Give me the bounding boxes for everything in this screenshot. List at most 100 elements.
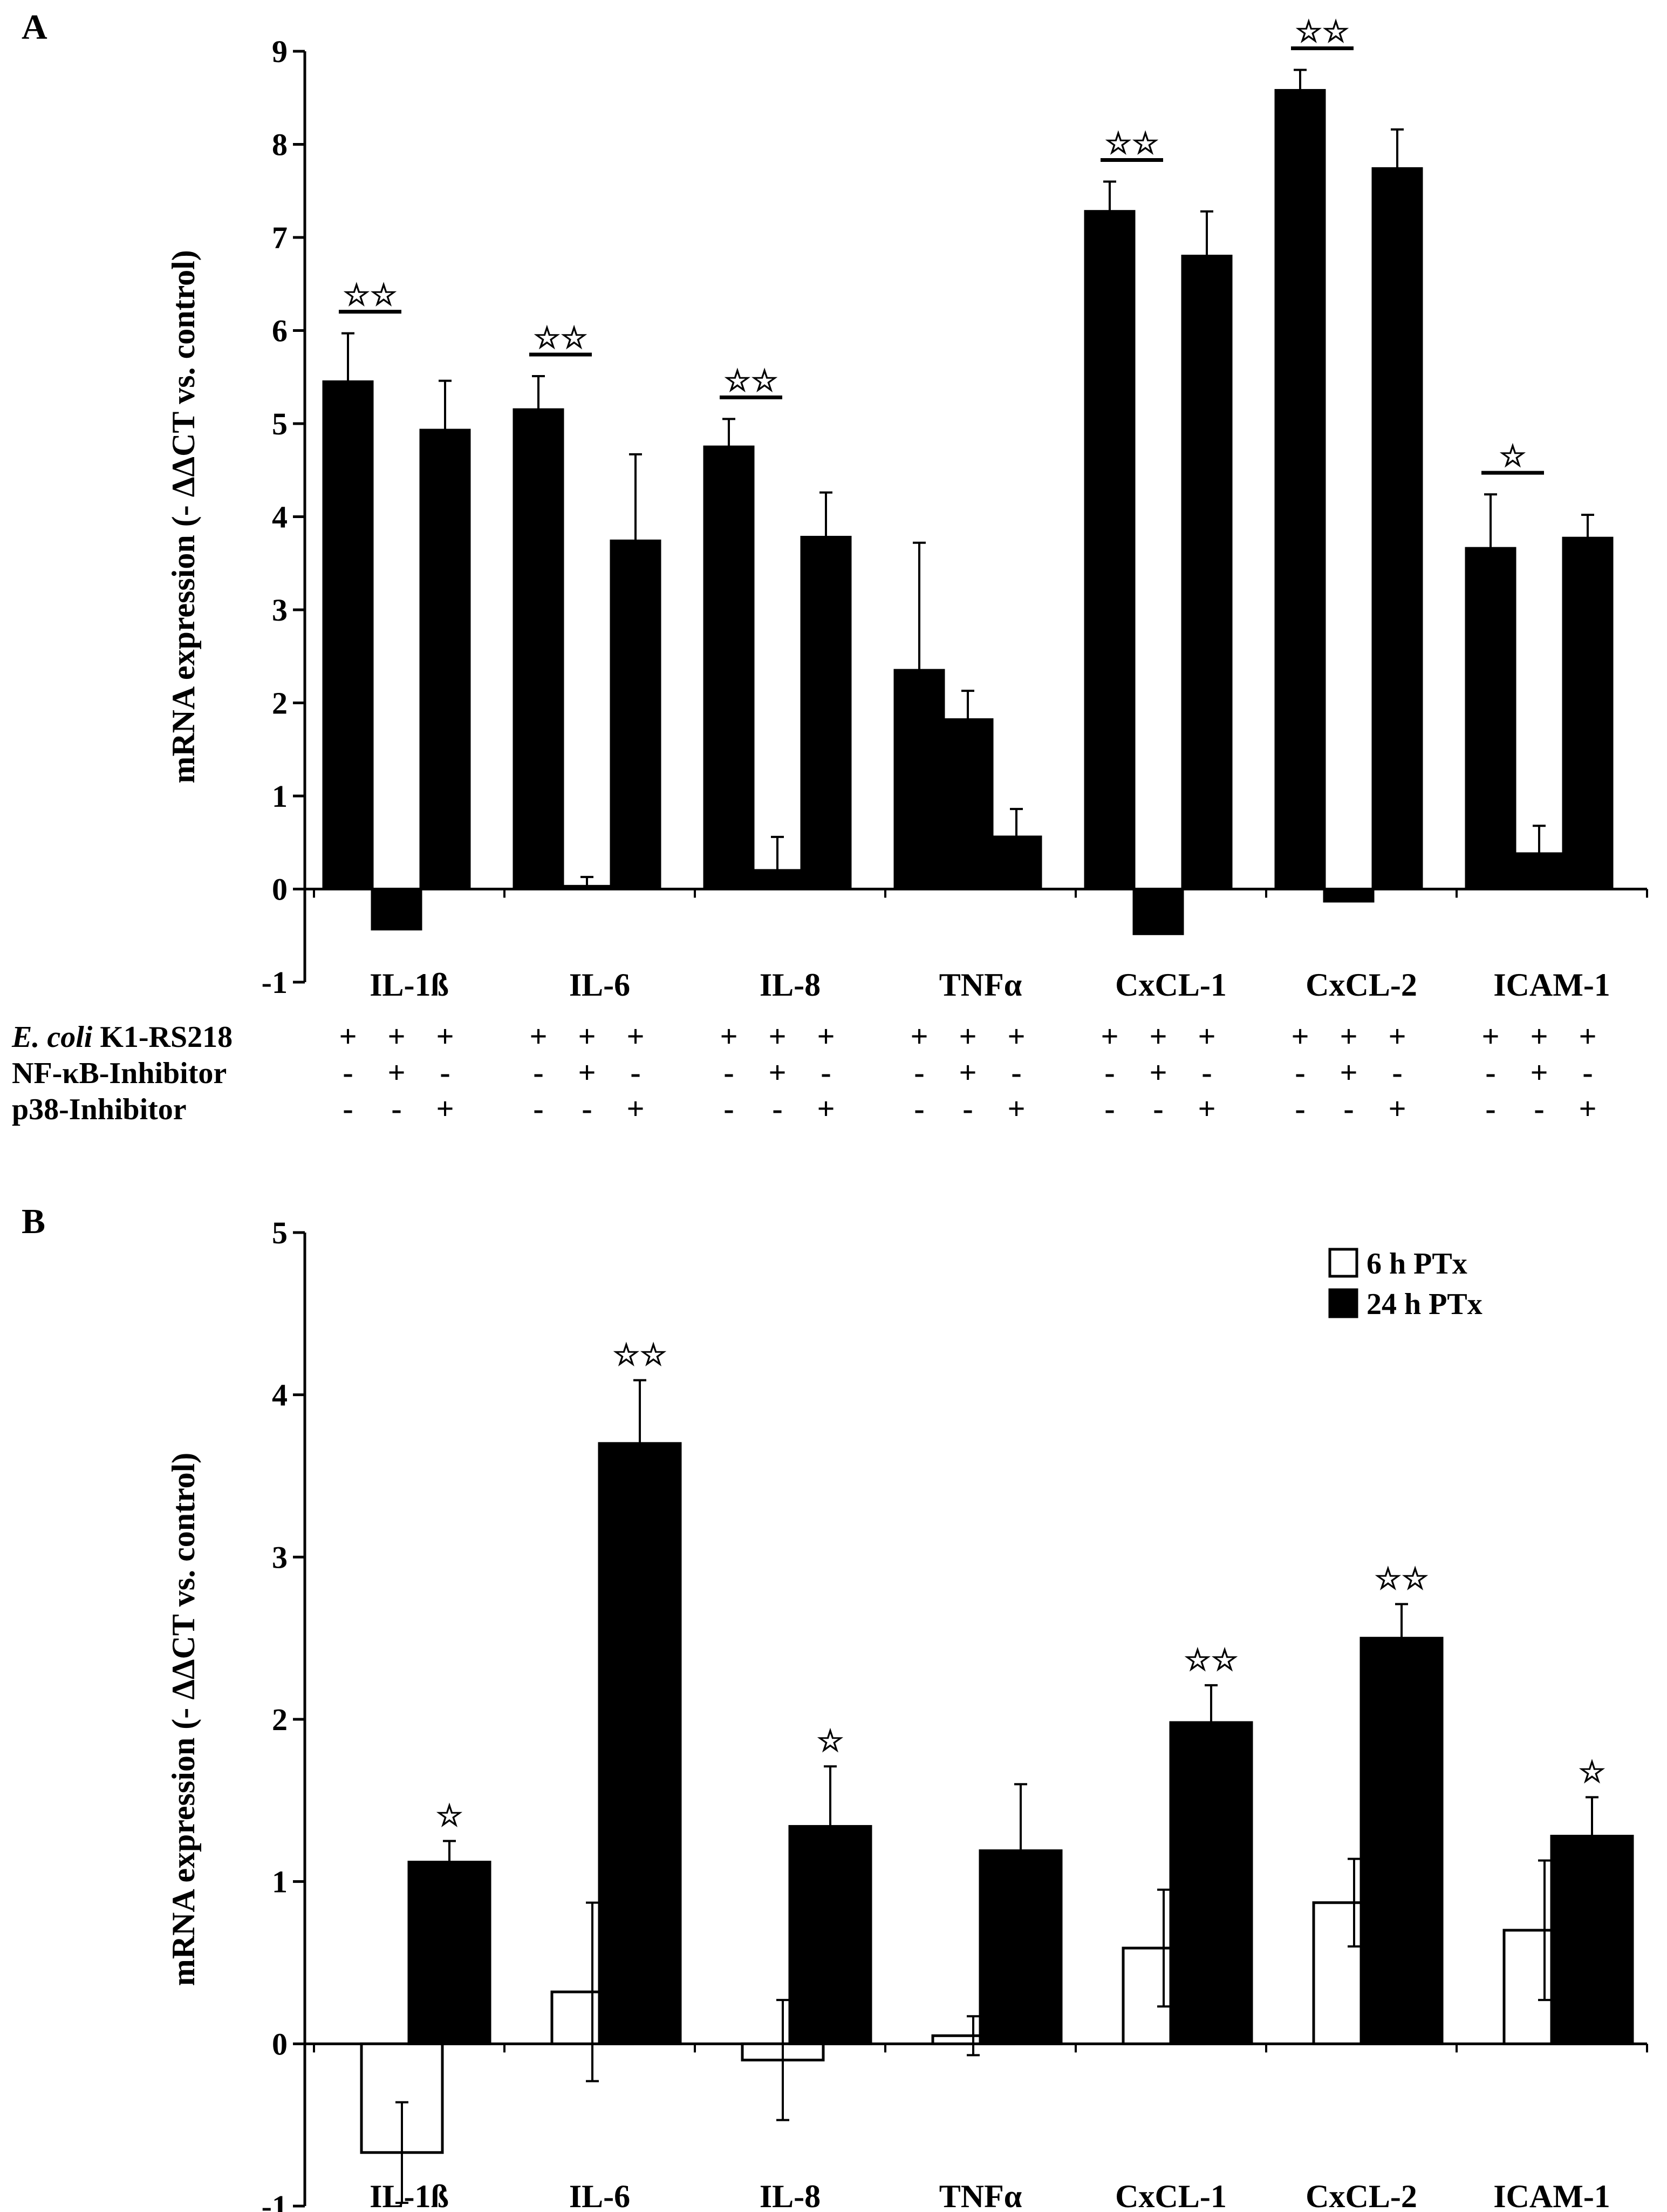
panel-b-legend-label-2: 24 h PTx <box>1367 1288 1482 1321</box>
panel-a-treatment-sign: - <box>1153 1091 1163 1126</box>
panel-b-bar-2 <box>1550 1834 1634 2045</box>
panel-a-treatment-sign: + <box>578 1055 596 1090</box>
panel-a-treatment-sign: - <box>391 1091 401 1126</box>
panel-b-category-label: IL-8 <box>760 2179 821 2212</box>
panel-a-significance-marker: ☆☆ <box>343 279 397 312</box>
panel-a-treatment-label-2: NF-κB-Inhibitor <box>12 1057 227 1090</box>
panel-a-bar-1 <box>322 380 374 890</box>
panel-b-significance-marker: ☆☆ <box>1375 1563 1429 1596</box>
panel-a-treatment-sign: + <box>768 1019 786 1054</box>
panel-a-treatment-sign: + <box>1388 1019 1406 1054</box>
panel-b-y-tick-label: 0 <box>272 2026 288 2061</box>
panel-b-y-tick-label: 1 <box>272 1864 288 1900</box>
panel-a-treatment-sign: + <box>1198 1091 1215 1126</box>
panel-a-y-tick-label: 0 <box>272 872 288 907</box>
panel-a-treatment-sign: + <box>817 1091 835 1126</box>
panel-a-treatment-sign: - <box>914 1091 924 1126</box>
panel-a-category-label: IL-6 <box>569 967 630 1003</box>
panel-a-bar-2 <box>561 884 613 890</box>
panel-a-treatment-sign: + <box>1481 1019 1499 1054</box>
panel-a-treatment-sign: + <box>1340 1019 1357 1054</box>
panel-a-treatment-sign: + <box>959 1019 976 1054</box>
panel-a-bar-3 <box>1562 536 1614 890</box>
panel-a-treatment-sign: - <box>343 1055 353 1090</box>
panel-a-treatment-sign: + <box>910 1019 928 1054</box>
panel-a-significance-marker: ☆☆ <box>534 322 587 355</box>
panel-b-category-label: CxCL-2 <box>1306 2179 1417 2212</box>
panel-a-treatment-sign: - <box>1534 1091 1544 1126</box>
panel-a-y-axis-title: mRNA expression (- ΔΔCT vs. control) <box>166 250 201 784</box>
panel-b-bar-2 <box>1169 1721 1253 2045</box>
panel-a-significance-marker: ☆☆ <box>1295 16 1349 49</box>
panel-a-treatment-sign: + <box>529 1019 547 1054</box>
panel-a-treatment-sign: - <box>1201 1055 1212 1090</box>
panel-b-y-tick-label: 3 <box>272 1540 288 1575</box>
panel-a-treatment-sign: - <box>962 1091 973 1126</box>
panel-a-significance-marker: ☆☆ <box>724 364 778 398</box>
panel-b-bar-2 <box>788 1825 872 2045</box>
panel-a-treatment-sign: - <box>723 1055 734 1090</box>
panel-a-treatment-sign: + <box>1340 1055 1357 1090</box>
panel-b-y-tick-label: -1 <box>262 2189 288 2212</box>
panel-a-treatment-sign: + <box>1101 1019 1118 1054</box>
panel-a-bar-1 <box>1465 547 1516 890</box>
panel-a-bar-2 <box>751 869 803 890</box>
panel-b-significance-marker: ☆ <box>817 1725 844 1758</box>
panel-a-treatment-sign: - <box>1104 1091 1115 1126</box>
panel-a-treatment-sign: + <box>720 1019 737 1054</box>
panel-a-treatment-sign: - <box>821 1055 831 1090</box>
panel-b-label: B <box>22 1202 45 1241</box>
panel-a-bar-3 <box>800 535 852 890</box>
panel-b-bar-2 <box>979 1849 1063 2045</box>
panel-b-category-label: IL-6 <box>569 2179 630 2212</box>
panel-a-treatment-label-text: K1-RS218 <box>100 1020 233 1054</box>
panel-a-treatment-sign: + <box>436 1019 454 1054</box>
panel-a-y-tick-label: 5 <box>272 406 288 441</box>
panel-b-y-tick-label: 2 <box>272 1702 288 1737</box>
panel-a-treatment-sign: + <box>436 1091 454 1126</box>
panel-a-y-tick-label: 6 <box>272 314 288 349</box>
panel-a-treatment-sign: - <box>723 1091 734 1126</box>
panel-a-bar-3 <box>1181 255 1233 890</box>
panel-a-treatment-sign: - <box>1343 1091 1354 1126</box>
panel-a-treatment-sign: + <box>626 1091 644 1126</box>
panel-b-category-label: ICAM-1 <box>1493 2179 1610 2212</box>
panel-a-treatment-label-3: p38-Inhibitor <box>12 1093 187 1126</box>
panel-a-significance-marker: ☆☆ <box>1105 127 1159 161</box>
panel-a-treatment-sign: - <box>914 1055 924 1090</box>
panel-a-bar-1 <box>1274 89 1326 891</box>
panel-a-bar-1 <box>703 445 755 890</box>
panel-a-treatment-sign: - <box>630 1055 640 1090</box>
panel-a-chart: A -1 0 1 2 3 4 5 6 7 8 9 mRNA expression (- ΔΔCT vs.… <box>11 8 1648 1126</box>
panel-a-treatment-sign: - <box>1295 1055 1305 1090</box>
panel-a-treatment-sign: + <box>1579 1019 1596 1054</box>
panel-a-y-tick-label: 9 <box>272 34 288 69</box>
panel-b-legend-swatch-1 <box>1328 1248 1358 1278</box>
panel-a-treatment-sign: - <box>1295 1091 1305 1126</box>
panel-b-legend-swatch-2 <box>1328 1288 1358 1318</box>
panel-b-chart: B -1 0 1 2 3 4 5 mRNA expression (- ΔΔCT vs. con… <box>22 1202 1648 2212</box>
panel-a-y-tick-label: 1 <box>272 779 288 814</box>
panel-a-treatment-sign: + <box>1149 1055 1167 1090</box>
panel-a-treatment-sign: + <box>1291 1019 1309 1054</box>
panel-a-bar-3 <box>990 835 1042 891</box>
panel-a-y-tick-label: 4 <box>272 500 288 535</box>
panel-a-treatment-sign: + <box>1198 1019 1215 1054</box>
panel-a-bar-2 <box>1513 852 1565 890</box>
panel-a-y-tick-label: 3 <box>272 593 288 628</box>
panel-a-treatment-sign: - <box>533 1091 543 1126</box>
panel-a-treatment-sign: - <box>1582 1055 1593 1090</box>
panel-b-significance-marker: ☆☆ <box>613 1339 667 1372</box>
panel-a-bar-2 <box>371 888 422 931</box>
panel-a-treatment-sign: - <box>1011 1055 1021 1090</box>
panel-a-label: A <box>22 8 47 47</box>
panel-a-treatment-sign: + <box>768 1055 786 1090</box>
panel-b-significance-marker: ☆ <box>1579 1755 1605 1789</box>
panel-a-treatment-sign: + <box>1007 1019 1025 1054</box>
panel-a-category-label: CxCL-1 <box>1115 967 1227 1003</box>
panel-a-bar-3 <box>1371 167 1423 891</box>
panel-a-treatment-sign: + <box>1579 1091 1596 1126</box>
panel-a-treatment-label-text: p38-Inhibitor <box>12 1093 187 1126</box>
panel-a-y-tick-label: 8 <box>272 127 288 162</box>
